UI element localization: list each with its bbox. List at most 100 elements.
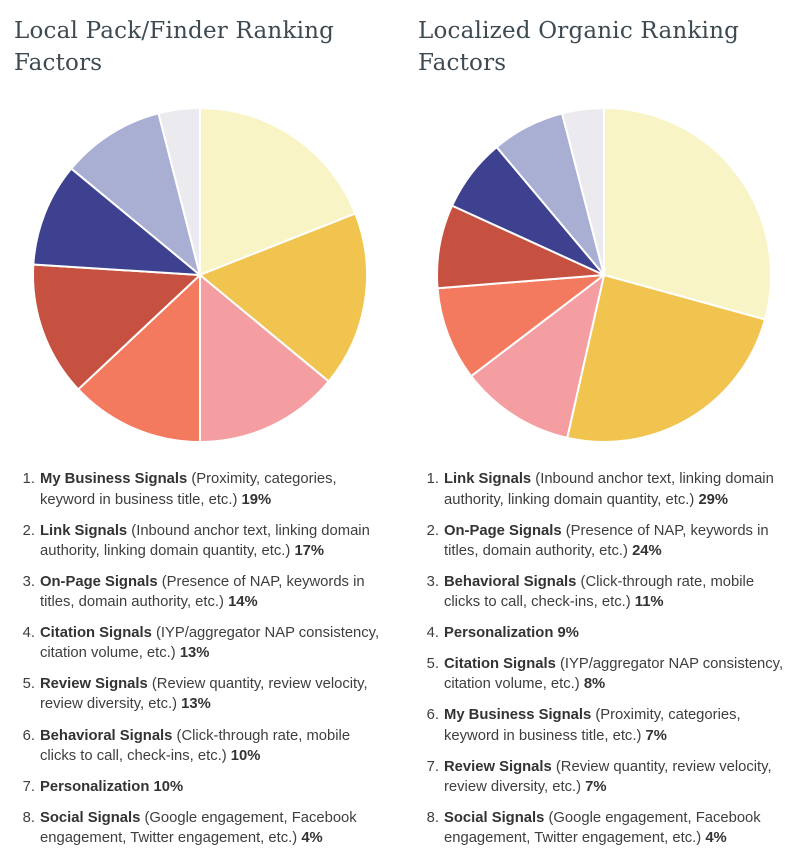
legend-item-text: Link Signals (Inbound anchor text, linki…	[40, 521, 388, 561]
legend-item-number: 3.	[426, 573, 439, 590]
legend-item-text: Personalization 9%	[444, 623, 792, 643]
legend-item-text: Social Signals (Google engagement, Faceb…	[40, 808, 388, 848]
localized-organic-title: Localized Organic Ranking Factors	[418, 18, 740, 76]
legend-item-percent: 7%	[585, 778, 607, 795]
legend-item-description: (Proximity, categories, keyword in busin…	[444, 707, 741, 744]
local-pack-section: Local Pack/Finder Ranking Factors 1. My B…	[14, 18, 388, 848]
legend-item-text: My Business Signals (Proximity, categori…	[444, 705, 792, 745]
legend-item-number: 2.	[426, 522, 439, 539]
legend-item-text: Link Signals (Inbound anchor text, linki…	[444, 469, 792, 509]
legend-item-number: 3.	[22, 573, 35, 590]
legend-item-text: Citation Signals (IYP/aggregator NAP con…	[444, 654, 792, 694]
legend-item-description: (IYP/aggregator NAP consistency, citatio…	[444, 656, 784, 693]
pie-slice-behavioral-signals	[32, 168, 201, 277]
legend-item-number: 7.	[22, 778, 35, 795]
legend-item-label: Social Signals	[40, 809, 141, 826]
legend-item-link-signals: 1. Link Signals (Inbound anchor text, lin…	[418, 469, 792, 509]
local-pack-title: Local Pack/Finder Ranking Factors	[14, 18, 335, 76]
legend-item-text: On-Page Signals (Presence of NAP, keywor…	[444, 521, 792, 561]
legend-item-label: Review Signals	[444, 758, 552, 775]
legend-item-description: (Google engagement, Facebook engagement,…	[444, 809, 761, 846]
pie-slice-citation-signals	[77, 274, 201, 444]
localized-organic-pie-chart	[436, 107, 772, 444]
legend-item-label: Review Signals	[40, 676, 148, 693]
legend-item-description: (Click-through rate, mobile clicks to ca…	[444, 573, 755, 611]
legend-item-percent: 13%	[181, 696, 211, 713]
legend-item-number: 1.	[22, 471, 35, 488]
legend-item-text: Review Signals (Review quantity, review …	[444, 757, 792, 797]
legend-item-social-signals: 8. Social Signals (Google engagement, Fac…	[14, 808, 388, 848]
legend-item-percent: 4%	[705, 830, 727, 846]
legend-item-citation-signals: 5. Citation Signals (IYP/aggregator NAP c…	[418, 654, 792, 694]
legend-item-number: 8.	[22, 809, 35, 826]
pie-slice-link-signals	[603, 107, 772, 321]
legend-item-label: Behavioral Signals	[444, 573, 577, 590]
legend-item-text: My Business Signals (Proximity, categori…	[40, 469, 388, 509]
legend-item-review-signals: 5. Review Signals (Review quantity, revie…	[14, 674, 388, 714]
legend-item-behavioral-signals: 6. Behavioral Signals (Click-through rate…	[14, 726, 388, 766]
legend-item-number: 4.	[22, 625, 35, 642]
legend-item-number: 1.	[426, 471, 439, 488]
local-pack-pie-chart	[32, 107, 368, 444]
legend-item-description: (Click-through rate, mobile clicks to ca…	[40, 727, 351, 764]
legend-item-social-signals: 8. Social Signals (Google engagement, Fac…	[418, 808, 792, 848]
pie-slice-social-signals	[157, 107, 201, 277]
legend-item-description: (Inbound anchor text, linking domain aut…	[40, 522, 370, 559]
legend-item-number: 5.	[22, 676, 35, 693]
legend-item-label: Social Signals	[444, 809, 545, 826]
legend-item-text: Behavioral Signals (Click-through rate, …	[444, 572, 792, 612]
legend-item-percent: 7%	[645, 727, 667, 744]
legend-item-text: Behavioral Signals (Click-through rate, …	[40, 726, 388, 766]
legend-item-number: 6.	[22, 727, 35, 744]
legend-item-text: Social Signals (Google engagement, Faceb…	[444, 808, 792, 848]
legend-item-label: Personalization	[40, 778, 150, 795]
legend-item-label: Citation Signals	[40, 625, 152, 642]
legend-item-number: 4.	[426, 625, 439, 642]
legend-item-link-signals: 2. Link Signals (Inbound anchor text, lin…	[14, 521, 388, 561]
legend-item-label: On-Page Signals	[444, 522, 562, 539]
legend-item-percent: 14%	[228, 594, 258, 611]
legend-item-percent: 9%	[557, 625, 579, 642]
pie-slice-on-page-signals	[566, 274, 766, 444]
legend-item-label: My Business Signals	[444, 707, 592, 724]
pie-slice-social-signals	[561, 107, 605, 277]
legend-item-number: 7.	[426, 758, 439, 775]
pie-slice-behavioral-signals	[470, 274, 605, 440]
legend-item-label: Citation Signals	[444, 656, 556, 673]
legend-item-label: Link Signals	[40, 522, 128, 539]
legend-item-percent: 19%	[241, 491, 272, 508]
legend-item-on-page-signals: 3. On-Page Signals (Presence of NAP, keyw…	[14, 572, 388, 612]
legend-item-text: Citation Signals (IYP/aggregator NAP con…	[40, 623, 388, 663]
legend-item-my-business-signals: 6. My Business Signals (Proximity, catego…	[418, 705, 792, 745]
legend-item-behavioral-signals: 3. Behavioral Signals (Click-through rate…	[418, 572, 792, 612]
legend-item-citation-signals: 4. Citation Signals (IYP/aggregator NAP c…	[14, 623, 388, 663]
pie-slice-on-page-signals	[199, 274, 330, 444]
legend-item-description: (Review quantity, review velocity, revie…	[444, 758, 772, 795]
legend-item-label: Personalization	[444, 625, 554, 642]
local-pack-legend: 1. My Business Signals (Proximity, catego…	[14, 469, 388, 848]
legend-item-percent: 4%	[301, 830, 323, 846]
legend-item-label: On-Page Signals	[40, 573, 158, 590]
legend-item-number: 2.	[22, 522, 35, 539]
localized-organic-legend: 1. Link Signals (Inbound anchor text, lin…	[418, 469, 792, 848]
pie-slice-link-signals	[199, 212, 368, 383]
legend-item-on-page-signals: 2. On-Page Signals (Presence of NAP, keyw…	[418, 521, 792, 561]
legend-item-personalization: 7. Personalization 10%	[14, 777, 388, 797]
legend-item-description: (IYP/aggregator NAP consistency, citatio…	[40, 625, 380, 662]
legend-item-description: (Proximity, categories, keyword in busin…	[40, 471, 337, 508]
legend-item-text: Review Signals (Review quantity, review …	[40, 674, 388, 714]
legend-item-percent: 11%	[634, 594, 664, 611]
legend-item-percent: 24%	[632, 542, 662, 559]
localized-organic-section: Localized Organic Ranking Factors 1. Link…	[404, 0, 808, 855]
legend-item-percent: 29%	[698, 491, 729, 508]
legend-item-description: (Review quantity, review velocity, revie…	[40, 676, 368, 713]
legend-item-label: My Business Signals	[40, 471, 188, 488]
legend-item-my-business-signals: 1. My Business Signals (Proximity, catego…	[14, 469, 388, 509]
legend-item-percent: 10%	[153, 778, 184, 795]
legend-item-description: (Google engagement, Facebook engagement,…	[40, 809, 357, 846]
legend-item-text: Personalization 10%	[40, 777, 388, 797]
legend-item-description: (Presence of NAP, keywords in titles, do…	[40, 573, 365, 611]
legend-item-percent: 13%	[179, 645, 210, 662]
legend-item-number: 5.	[426, 656, 439, 673]
